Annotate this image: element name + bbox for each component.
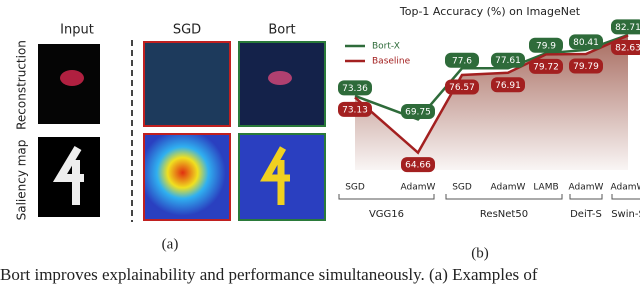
value-label: 69.75 (405, 107, 431, 117)
value-label: 76.57 (449, 83, 475, 93)
chart-title: Top-1 Accuracy (%) on ImageNet (399, 5, 581, 18)
legend-label: Bort-X (372, 42, 400, 52)
x-tick-label: LAMB (533, 183, 558, 193)
value-label: 82.63 (615, 43, 640, 53)
x-tick-label: SGD (452, 183, 472, 193)
panel-label: (a) (162, 236, 179, 252)
value-badge (401, 157, 435, 173)
bort-saliency-digit (259, 146, 290, 205)
panel-label: (b) (471, 245, 489, 261)
x-tick-label: AdamW (569, 183, 604, 193)
value-label: 80.41 (573, 38, 599, 48)
column-label: SGD (173, 23, 201, 38)
value-badge (569, 34, 603, 50)
value-badge (338, 80, 372, 96)
group-bracket (445, 194, 563, 200)
value-badge (445, 79, 479, 95)
value-badge (445, 52, 479, 68)
x-tick-label: AdamW (611, 183, 640, 193)
value-label: 77.6 (452, 56, 472, 66)
series-line (354, 33, 629, 121)
value-label: 82.71 (615, 23, 640, 33)
digit-stroke (52, 145, 84, 205)
column-label: Bort (268, 23, 295, 38)
value-badge (338, 101, 372, 117)
column-label: Input (60, 23, 94, 38)
group-label: Swin-S (611, 209, 640, 220)
x-tick-label: AdamW (401, 183, 436, 193)
group-label: ResNet50 (480, 209, 528, 220)
group-label: DeiT-S (570, 209, 602, 220)
value-badge (611, 39, 640, 55)
group-bracket (569, 194, 603, 200)
row-label: Saliency map (15, 140, 29, 221)
value-label: 73.36 (342, 84, 368, 94)
row-label: Reconstruction (15, 40, 29, 130)
value-badge (491, 77, 525, 93)
value-label: 73.13 (342, 105, 368, 115)
group-bracket (611, 194, 640, 200)
value-badge (529, 37, 563, 53)
bort-reconstruction (238, 41, 326, 127)
value-badge (611, 19, 640, 35)
sgd-saliency (143, 133, 231, 221)
legend-label: Baseline (372, 57, 411, 67)
value-badge (401, 103, 435, 119)
bort-bird (268, 71, 292, 85)
series-line (354, 34, 629, 155)
value-label: 79.9 (536, 41, 556, 51)
value-label: 76.91 (495, 81, 521, 91)
value-badge (569, 58, 603, 74)
group-bracket (338, 194, 435, 200)
caption: Bort improves explainability and perform… (0, 265, 538, 284)
x-tick-label: SGD (345, 183, 365, 193)
sgd-reconstruction (143, 41, 231, 127)
value-badge (491, 52, 525, 68)
value-label: 79.72 (533, 62, 559, 72)
bird (60, 70, 84, 86)
group-label: VGG16 (369, 209, 404, 220)
value-badge (529, 58, 563, 74)
value-label: 77.61 (495, 56, 521, 66)
value-label: 64.66 (405, 161, 431, 171)
value-label: 79.79 (573, 62, 599, 72)
x-tick-label: AdamW (491, 183, 526, 193)
